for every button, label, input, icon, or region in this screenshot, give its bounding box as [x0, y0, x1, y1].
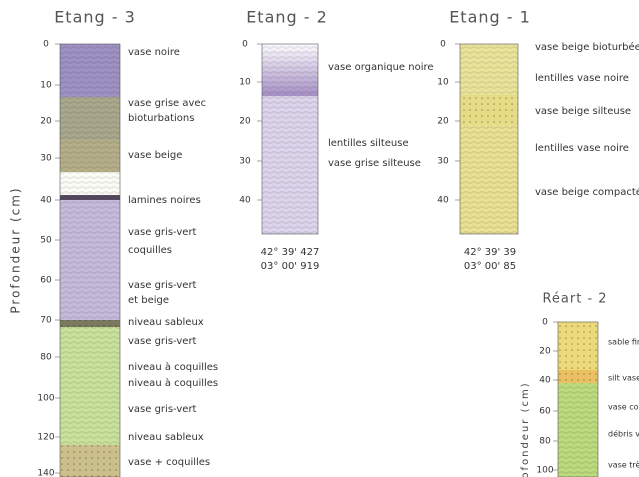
layer-label: vase grise silteuse — [328, 158, 421, 169]
coordinate: 03° 00' 919 — [261, 261, 320, 272]
depth-tick-label: 80 — [40, 353, 52, 363]
layer-label: et beige — [128, 295, 169, 306]
axis-label: Profondeur (cm) — [9, 186, 23, 313]
depth-tick-label: 80 — [539, 437, 551, 447]
depth-tick-label: 30 — [239, 157, 251, 167]
layer-texture — [558, 383, 598, 477]
depth-tick-label: 100 — [536, 466, 553, 476]
layer-texture — [460, 95, 518, 125]
layer-label: niveau à coquilles — [128, 361, 218, 373]
layer-label: niveau sableux — [128, 317, 204, 328]
layer-texture — [460, 44, 518, 95]
layer-label: vase beige compactée — [535, 186, 639, 198]
depth-tick-label: 0 — [542, 318, 548, 328]
depth-tick-label: 40 — [239, 196, 251, 206]
core-outline — [557, 321, 599, 477]
layer-label: vase gris-vert — [128, 336, 197, 347]
layer-label: silt vase — [608, 374, 639, 383]
layer-label: débris v — [608, 429, 639, 439]
layer-label: lentilles vase noire — [535, 143, 629, 154]
layer-texture — [460, 125, 518, 234]
layer-label: niveau sableux — [128, 432, 204, 443]
layer-label: lentilles vase noire — [535, 73, 629, 84]
layer-texture — [558, 370, 598, 383]
depth-tick-label: 20 — [437, 117, 449, 127]
axis-label: ofondeur (cm) — [520, 381, 531, 477]
core-title: Etang - 2 — [246, 8, 328, 27]
layer-label: lentilles silteuse — [328, 138, 409, 149]
layer-texture — [60, 172, 120, 195]
layer-texture — [60, 140, 120, 172]
layer-texture — [60, 445, 120, 477]
depth-tick-label: 30 — [437, 157, 449, 167]
layer-texture — [60, 97, 120, 140]
layer-label: vase beige silteuse — [535, 106, 631, 117]
layer-label: vase très — [608, 460, 639, 470]
core-title: Etang - 1 — [449, 8, 531, 27]
coordinate: 03° 00' 85 — [464, 261, 516, 272]
depth-tick-label: 60 — [40, 276, 52, 286]
layer-label: vase grise avec — [128, 98, 206, 109]
coordinate: 42° 39' 427 — [261, 247, 320, 258]
layer-label: vase noire — [128, 47, 180, 58]
depth-tick-label: 0 — [440, 40, 446, 50]
layer-texture — [60, 320, 120, 327]
layer-label: vase gris-vert — [128, 227, 197, 238]
layer-label: bioturbations — [128, 113, 194, 124]
layer-label: vase beige — [128, 150, 182, 161]
depth-tick-label: 10 — [437, 78, 449, 88]
core-outline — [59, 43, 121, 477]
depth-tick-label: 100 — [37, 394, 54, 404]
depth-tick-label: 20 — [539, 347, 551, 357]
layer-label: vase con — [608, 403, 639, 412]
layer-texture — [60, 195, 120, 200]
core-outline — [261, 43, 319, 235]
depth-tick-label: 30 — [40, 154, 52, 164]
layer-texture — [262, 96, 318, 234]
layer-label: vase beige bioturbée — [535, 41, 639, 53]
layer-texture — [60, 44, 120, 97]
layer-texture — [558, 322, 598, 370]
depth-tick-label: 40 — [40, 196, 52, 206]
core-title: Réart - 2 — [542, 292, 607, 307]
layer-label: lamines noires — [128, 195, 201, 206]
layer-label: vase gris-vert — [128, 404, 197, 415]
depth-tick-label: 120 — [37, 433, 54, 443]
layer-label: vase organique noire — [328, 62, 434, 73]
layer-texture — [60, 200, 120, 320]
layer-label: vase + coquilles — [128, 457, 210, 468]
depth-tick-label: 20 — [239, 117, 251, 127]
depth-tick-label: 10 — [40, 81, 52, 91]
depth-tick-label: 60 — [539, 407, 551, 417]
layer-label: vase gris-vert — [128, 280, 197, 291]
depth-tick-label: 50 — [40, 236, 52, 246]
layer-label: sable fin — [608, 338, 639, 347]
depth-tick-label: 40 — [437, 196, 449, 206]
depth-tick-label: 0 — [43, 40, 49, 50]
depth-tick-label: 140 — [37, 469, 54, 477]
layer-label: coquilles — [128, 245, 172, 256]
depth-tick-label: 40 — [539, 376, 551, 386]
core-outline — [459, 43, 519, 235]
layer-texture — [60, 327, 120, 445]
layer-label: niveau à coquilles — [128, 377, 218, 389]
depth-tick-label: 0 — [242, 40, 248, 50]
coordinate: 42° 39' 39 — [464, 247, 516, 258]
depth-tick-label: 10 — [239, 78, 251, 88]
core-title: Etang - 3 — [54, 8, 136, 27]
depth-tick-label: 20 — [40, 117, 52, 127]
layer-texture — [262, 44, 318, 96]
depth-tick-label: 70 — [40, 316, 52, 326]
